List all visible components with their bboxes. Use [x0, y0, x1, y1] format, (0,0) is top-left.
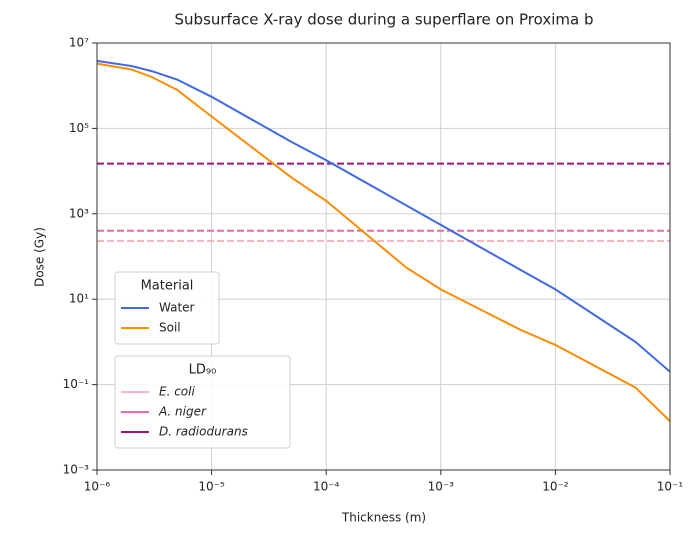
plot-frame: [96, 42, 671, 471]
x-tick-label: 10⁻⁵: [198, 480, 225, 494]
y-axis-label: Dose (Gy): [33, 227, 47, 287]
x-axis-label: Thickness (m): [341, 511, 426, 525]
x-tick-label: 10⁻¹: [657, 480, 684, 494]
y-tick-label: 10⁻³: [63, 463, 90, 477]
legend-title: Material: [141, 279, 194, 294]
legend-label: E. coli: [159, 385, 195, 399]
legend-label: Water: [159, 301, 195, 315]
y-tick-label: 10³: [69, 206, 89, 220]
chart-title: Subsurface X-ray dose during a superflar…: [175, 11, 594, 29]
x-tick-label: 10⁻⁶: [84, 480, 111, 494]
y-tick-label: 10⁻¹: [63, 377, 90, 391]
legend-box: [114, 271, 220, 345]
y-tick-label: 10⁷: [69, 36, 89, 50]
data-line: [96, 62, 671, 422]
x-tick-label: 10⁻³: [428, 480, 455, 494]
y-tick-label: 10¹: [69, 292, 89, 306]
legend-label: D. radiodurans: [159, 425, 248, 439]
legend-label: A. niger: [158, 405, 207, 419]
y-tick-label: 10⁵: [69, 121, 89, 135]
x-tick-label: 10⁻⁴: [313, 480, 340, 494]
x-tick-label: 10⁻²: [542, 480, 569, 494]
legend-label: Soil: [159, 321, 181, 335]
data-line: [96, 59, 671, 373]
legend-box: [114, 355, 291, 449]
legend-title: LD₉₀: [189, 363, 217, 378]
